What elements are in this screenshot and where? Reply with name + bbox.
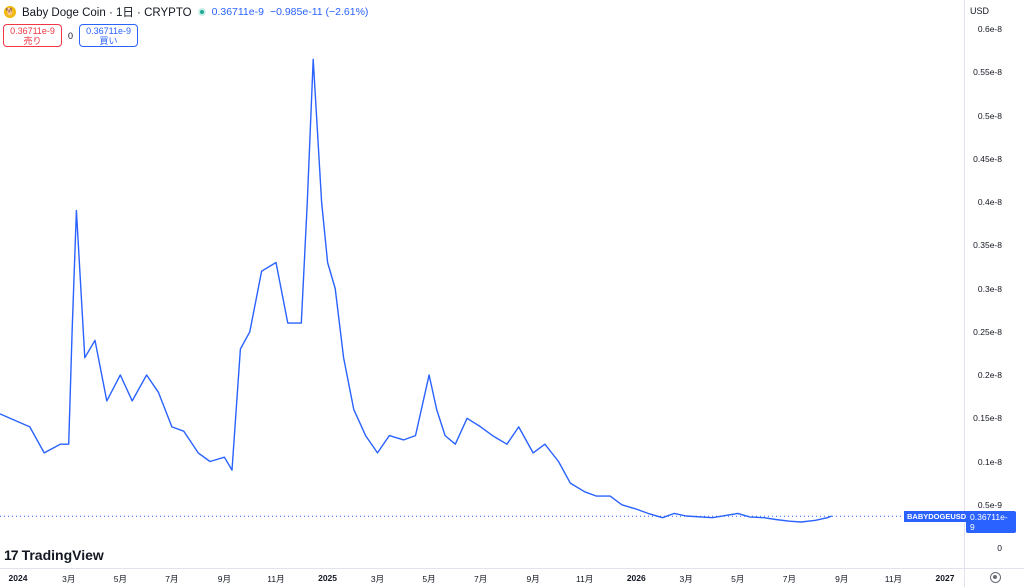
time-tick: 2024 [9,573,28,583]
time-tick: 3月 [62,573,75,585]
price-tick: 0.2e-8 [978,370,1002,380]
time-tick: 3月 [371,573,384,585]
time-tick: 3月 [680,573,693,585]
buy-label: 買い [80,36,137,46]
time-tick: 11月 [267,573,284,585]
tradingview-logo[interactable]: 17 TradingView [4,547,104,563]
time-tick: 5月 [731,573,744,585]
price-tick: 0.45e-8 [973,154,1002,164]
price-tick: 0.6e-8 [978,24,1002,34]
current-price-value: 0.36711e-9 [970,512,1012,532]
time-tick: 9月 [835,573,848,585]
current-price-label: 0.36711e-9 02:08:24 [966,511,1016,533]
time-tick: 9月 [526,573,539,585]
sell-button[interactable]: 0.36711e-9 売り [3,24,62,47]
time-tick: 5月 [114,573,127,585]
time-tick: 5月 [422,573,435,585]
chart-pane[interactable] [0,0,964,568]
settings-icon[interactable] [990,572,1001,583]
symbol-header: 🐕 Baby Doge Coin · 1日 · CRYPTO 0.36711e-… [4,4,368,20]
time-tick: 7月 [474,573,487,585]
market-status-icon[interactable] [198,8,206,16]
time-tick: 7月 [783,573,796,585]
time-tick: 7月 [165,573,178,585]
price-tick: 0.25e-8 [973,327,1002,337]
price-tick: 0.3e-8 [978,284,1002,294]
tradingview-wordmark: TradingView [22,547,104,563]
trade-buttons: 0.36711e-9 売り 0 0.36711e-9 買い [3,24,138,47]
price-tick: 0.5e-8 [978,111,1002,121]
last-price: 0.36711e-9 [212,6,264,18]
price-tick: 0 [997,543,1002,553]
price-change: −0.985e-11 (−2.61%) [270,6,368,18]
sell-label: 売り [4,36,61,46]
time-tick: 2026 [627,573,646,583]
coin-logo-icon: 🐕 [4,6,16,18]
spread-value: 0 [68,31,73,41]
price-tick: 0.1e-8 [978,457,1002,467]
bar-countdown: 02:08:24 [970,532,1012,542]
buy-price: 0.36711e-9 [80,26,137,36]
tradingview-mark-icon: 17 [4,547,18,563]
price-tick: 0.15e-8 [973,413,1002,423]
price-tick: 0.5e-9 [978,500,1002,510]
time-tick: 2027 [936,573,955,583]
currency-selector[interactable]: USD [970,6,989,16]
sell-price: 0.36711e-9 [4,26,61,36]
time-tick: 9月 [218,573,231,585]
symbol-title[interactable]: Baby Doge Coin · 1日 · CRYPTO [22,4,192,20]
buy-button[interactable]: 0.36711e-9 買い [79,24,138,47]
price-tick: 0.55e-8 [973,67,1002,77]
time-tick: 11月 [576,573,593,585]
price-tick: 0.35e-8 [973,240,1002,250]
series-line-0 [0,59,832,522]
price-chart[interactable] [0,0,964,568]
price-tick: 0.4e-8 [978,197,1002,207]
symbol-price-tag: BABYDOGEUSD [904,511,969,522]
time-tick: 2025 [318,573,337,583]
time-tick: 11月 [885,573,902,585]
